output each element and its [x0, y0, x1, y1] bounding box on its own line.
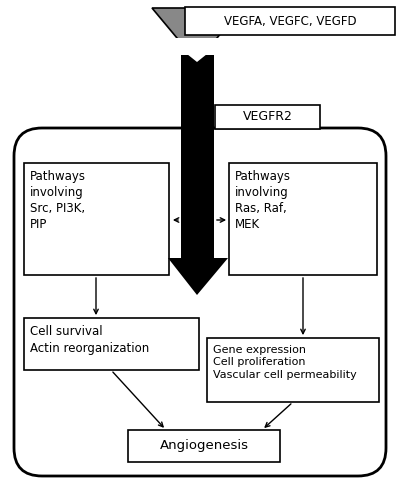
- Text: Pathways
involving
Src, PI3K,
PIP: Pathways involving Src, PI3K, PIP: [30, 170, 86, 231]
- Text: VEGFA, VEGFC, VEGFD: VEGFA, VEGFC, VEGFD: [224, 14, 356, 28]
- FancyBboxPatch shape: [14, 128, 386, 476]
- FancyBboxPatch shape: [215, 105, 320, 129]
- Text: Pathways
involving
Ras, Raf,
MEK: Pathways involving Ras, Raf, MEK: [235, 170, 291, 231]
- Polygon shape: [167, 38, 227, 62]
- FancyBboxPatch shape: [185, 7, 395, 35]
- Text: Cell survival
Actin reorganization: Cell survival Actin reorganization: [30, 325, 149, 355]
- FancyBboxPatch shape: [207, 338, 379, 402]
- Text: Angiogenesis: Angiogenesis: [160, 440, 249, 452]
- Polygon shape: [181, 55, 214, 258]
- Polygon shape: [168, 258, 228, 295]
- FancyBboxPatch shape: [128, 430, 280, 462]
- FancyBboxPatch shape: [24, 163, 169, 275]
- FancyBboxPatch shape: [24, 318, 199, 370]
- Text: VEGFR2: VEGFR2: [243, 110, 293, 124]
- FancyBboxPatch shape: [229, 163, 377, 275]
- Text: Gene expression
Cell proliferation
Vascular cell permeability: Gene expression Cell proliferation Vascu…: [213, 345, 357, 380]
- Polygon shape: [152, 8, 242, 62]
